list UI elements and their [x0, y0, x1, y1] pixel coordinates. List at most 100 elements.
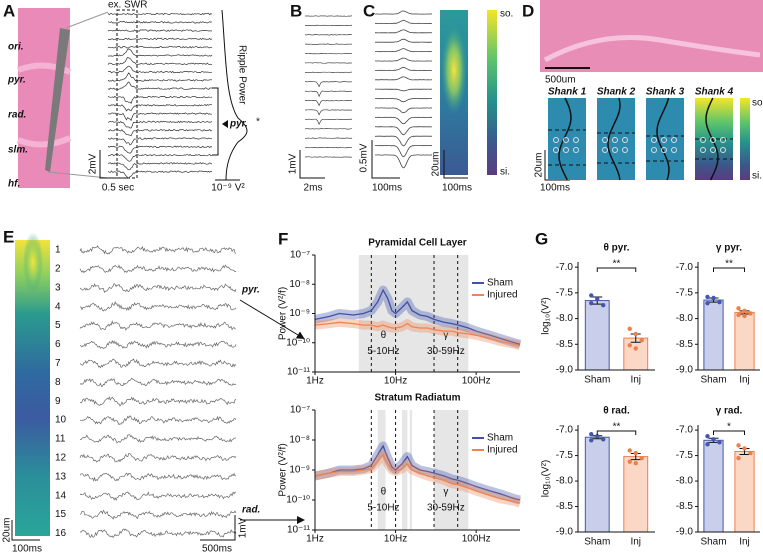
layer-label: rad.	[8, 110, 26, 121]
swr-window	[116, 9, 138, 179]
channel-label: 4	[55, 301, 61, 312]
swr-average-trace	[374, 29, 433, 34]
lfp-trace	[79, 264, 236, 274]
lfp-trace	[80, 300, 237, 312]
significance-bracket	[596, 430, 637, 435]
axes	[697, 425, 760, 533]
scale-label: 100ms	[540, 183, 570, 194]
band-range: 5-10Hz	[367, 346, 399, 357]
panel-letter: G	[535, 229, 548, 248]
lfp-trace	[79, 377, 237, 387]
y-tick-label: -9.0	[556, 365, 574, 376]
plot-title: γ pyr.	[716, 243, 742, 254]
swr-average-trace	[374, 48, 433, 53]
y-axis-label: log₁₀(V²)	[541, 460, 552, 498]
data-point	[742, 313, 747, 319]
scale-label: 20um	[2, 517, 13, 542]
channel-label: 9	[55, 396, 61, 407]
depth-profile	[607, 97, 621, 181]
swr-average-trace	[374, 145, 433, 158]
scale-bar	[11, 520, 40, 541]
legend-label: Sham	[487, 433, 513, 444]
x-tick-label: 10Hz	[384, 534, 407, 545]
lfp-trace	[79, 339, 237, 349]
data-point	[736, 455, 741, 461]
site-marker	[612, 147, 618, 153]
site-marker	[700, 137, 706, 143]
y-tick-label: 10⁻⁹	[289, 465, 310, 476]
site-marker	[622, 137, 628, 143]
site-marker	[622, 147, 628, 153]
spike-trace	[304, 62, 353, 64]
lfp-trace	[79, 358, 237, 369]
spike-trace	[304, 128, 353, 130]
spike-trace	[304, 100, 352, 107]
bracket	[212, 87, 219, 156]
channel-label: 7	[55, 358, 61, 369]
y-tick-label: 10⁻¹¹	[287, 367, 311, 378]
heatmap-peak	[441, 25, 467, 115]
shank-label: Shank 3	[646, 87, 685, 98]
swr-average-trace	[374, 116, 432, 125]
band-symbol: θ	[381, 487, 387, 498]
band-symbol: γ	[443, 330, 448, 341]
data-point	[748, 311, 753, 316]
heatmap-peak	[23, 232, 43, 292]
data-point	[589, 293, 594, 298]
panel-letter: F	[278, 229, 288, 248]
lfp-trace	[107, 72, 213, 82]
scale-bar	[200, 515, 236, 541]
zoom-line	[47, 171, 109, 179]
scale-label: 1mV	[288, 153, 299, 174]
lfp-trace	[79, 320, 237, 331]
site-marker	[710, 137, 716, 143]
y-tick-label: -7.0	[676, 262, 694, 273]
data-point	[633, 450, 638, 456]
site-marker	[720, 137, 726, 143]
lfp-trace	[108, 37, 213, 41]
y-tick-label: -9.0	[676, 527, 694, 538]
channel-label: 6	[55, 339, 61, 350]
lfp-trace	[79, 452, 237, 463]
site-marker	[710, 147, 716, 153]
legend-label: Injured	[487, 290, 518, 301]
plot-title: θ pyr.	[604, 243, 630, 254]
y-tick-label: 10⁻⁷	[290, 250, 310, 261]
panel-letter: A	[3, 1, 15, 20]
legend-label: Injured	[487, 445, 518, 456]
plot-title: θ rad.	[603, 406, 630, 417]
spike-trace	[305, 15, 353, 17]
y-tick-label: -7.5	[676, 287, 694, 298]
scale-label: 2mV	[88, 153, 99, 174]
lfp-trace	[107, 170, 213, 179]
site-marker	[651, 147, 657, 153]
axes	[577, 262, 655, 371]
spectrum-line	[314, 444, 521, 501]
data-point	[705, 442, 710, 447]
shank-label: Shank 4	[695, 87, 734, 98]
channel-label: 12	[55, 453, 67, 464]
data-point	[633, 461, 638, 466]
site-marker	[563, 147, 569, 153]
x-tick-label: Sham	[700, 375, 726, 386]
lfp-trace	[107, 145, 213, 154]
y-tick-label: 10⁻⁸	[289, 435, 310, 446]
lfp-trace	[107, 112, 213, 122]
spike-trace	[304, 156, 353, 158]
shaded-range	[434, 410, 469, 530]
data-point	[601, 303, 606, 308]
lfp-trace	[107, 128, 213, 137]
zoom-line	[65, 11, 109, 29]
shank-heatmap	[548, 98, 586, 180]
data-point	[639, 337, 644, 343]
shaded-range	[409, 410, 413, 530]
y-tick-label: -8.5	[556, 339, 574, 350]
channel-label: 16	[55, 528, 67, 539]
y-tick-label: 10⁻⁸	[289, 279, 310, 290]
spike-trace	[304, 109, 353, 116]
significance-bracket	[713, 430, 745, 435]
panel-letter: D	[522, 1, 534, 20]
data-point	[736, 312, 741, 318]
histology-texture	[16, 62, 72, 148]
lfp-trace	[107, 153, 213, 162]
